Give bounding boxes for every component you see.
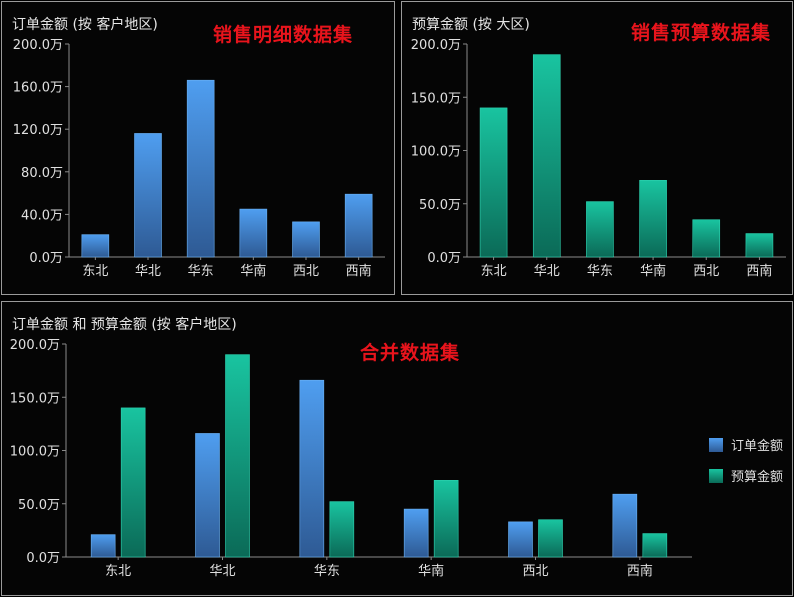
bar-order-4[interactable] xyxy=(508,521,533,558)
y-tick-label: 100.0万 xyxy=(411,145,461,160)
chart-title: 订单金额 (按 客户地区) xyxy=(12,17,158,33)
y-tick-label: 100.0万 xyxy=(10,445,60,460)
bar-order-1[interactable] xyxy=(134,133,162,258)
y-tick-label: 0.0万 xyxy=(427,251,461,266)
y-tick-label: 200.0万 xyxy=(13,38,63,53)
x-tick-label: 华北 xyxy=(135,264,161,279)
bar-order-0[interactable] xyxy=(81,234,110,258)
x-tick-label: 西北 xyxy=(522,564,548,579)
bar-budget-1[interactable] xyxy=(532,54,561,258)
bar-budget-3[interactable] xyxy=(433,480,459,558)
y-tick-label: 200.0万 xyxy=(411,38,461,53)
y-tick-label: 50.0万 xyxy=(18,498,60,513)
chart-title: 预算金额 (按 大区) xyxy=(412,17,530,33)
bar-order-0[interactable] xyxy=(90,534,116,558)
x-tick-label: 西南 xyxy=(627,563,653,579)
dataset-annotation: 销售预算数据集 xyxy=(631,22,772,44)
bar-budget-2[interactable] xyxy=(586,201,614,258)
legend-label[interactable]: 订单金额 xyxy=(731,438,783,454)
y-tick-label: 200.0万 xyxy=(10,338,60,353)
y-tick-label: 0.0万 xyxy=(29,251,63,266)
x-tick-label: 东北 xyxy=(82,264,108,279)
x-tick-label: 华北 xyxy=(534,264,560,279)
x-tick-label: 华北 xyxy=(209,564,235,579)
bar-budget-5[interactable] xyxy=(642,533,668,558)
bar-budget-4[interactable] xyxy=(692,219,721,258)
x-tick-label: 华南 xyxy=(418,563,444,579)
chart-title: 订单金额 和 预算金额 (按 客户地区) xyxy=(12,317,237,333)
x-tick-label: 东北 xyxy=(105,564,131,579)
chart-panel-merged: 订单金额 和 预算金额 (按 客户地区) 合并数据集 0.0万 50.0万 100.… xyxy=(1,301,793,596)
x-tick-label: 西北 xyxy=(693,264,719,279)
bar-budget-4[interactable] xyxy=(538,519,563,558)
chart-panel-order-by-region: 订单金额 (按 客户地区) 销售明细数据集 0.0万 40.0万 80.0万 120.… xyxy=(1,1,395,295)
bar-order-3[interactable] xyxy=(239,208,268,258)
x-tick-label: 西北 xyxy=(293,264,319,279)
x-tick-label: 西南 xyxy=(346,263,372,279)
dataset-annotation: 销售明细数据集 xyxy=(213,24,354,46)
y-tick-label: 50.0万 xyxy=(419,198,461,213)
y-tick-label: 40.0万 xyxy=(21,208,63,223)
y-tick-label: 80.0万 xyxy=(21,166,63,181)
legend-swatch[interactable] xyxy=(709,469,723,483)
bar-budget-2[interactable] xyxy=(329,501,355,558)
x-tick-label: 华南 xyxy=(240,263,266,279)
y-tick-label: 150.0万 xyxy=(10,391,60,406)
legend-swatch[interactable] xyxy=(709,438,723,452)
bar-order-2[interactable] xyxy=(299,379,325,558)
bar-order-3[interactable] xyxy=(403,508,429,558)
x-tick-label: 东北 xyxy=(481,264,507,279)
y-tick-label: 150.0万 xyxy=(411,91,461,106)
y-tick-label: 160.0万 xyxy=(13,81,63,96)
bar-budget-1[interactable] xyxy=(225,354,250,558)
x-tick-label: 西南 xyxy=(746,263,772,279)
dataset-annotation: 合并数据集 xyxy=(360,342,461,364)
x-tick-label: 华东 xyxy=(587,264,613,279)
y-tick-label: 120.0万 xyxy=(13,123,63,138)
bar-budget-3[interactable] xyxy=(639,180,667,258)
x-tick-label: 华东 xyxy=(188,264,214,279)
bar-order-5[interactable] xyxy=(612,493,638,558)
bar-budget-5[interactable] xyxy=(745,233,774,258)
chart-panel-budget-by-region: 预算金额 (按 大区) 销售预算数据集 0.0万 50.0万 100.0万 150.0… xyxy=(401,1,793,295)
bar-order-1[interactable] xyxy=(195,433,220,558)
bar-order-5[interactable] xyxy=(344,193,373,258)
x-tick-label: 华东 xyxy=(314,564,340,579)
y-tick-label: 0.0万 xyxy=(26,551,60,566)
bar-order-4[interactable] xyxy=(292,221,320,258)
legend-label[interactable]: 预算金额 xyxy=(731,469,783,485)
x-tick-label: 华南 xyxy=(640,263,666,279)
bar-budget-0[interactable] xyxy=(120,407,146,558)
bar-budget-0[interactable] xyxy=(479,107,508,258)
bar-order-2[interactable] xyxy=(186,79,215,258)
